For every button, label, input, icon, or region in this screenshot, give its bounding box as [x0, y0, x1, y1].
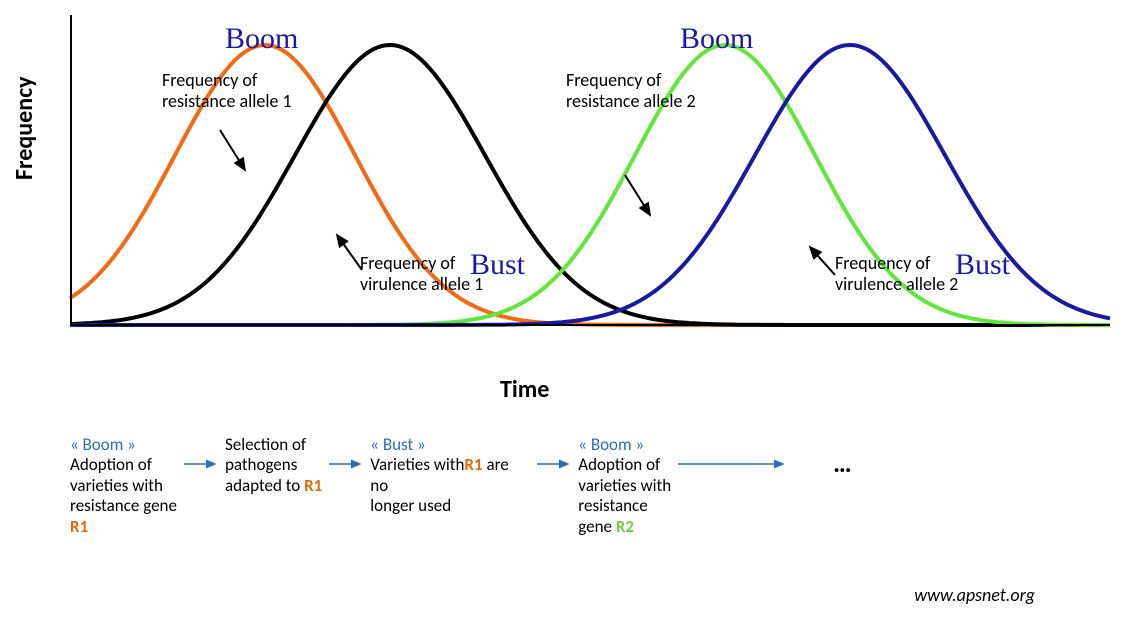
annotation-3: Frequency ofvirulence allele 2: [835, 253, 958, 294]
bust-label-1: Bust: [955, 248, 1010, 282]
flow-step-line: pathogens: [225, 454, 297, 475]
annot-line1: Frequency of: [835, 252, 930, 274]
annot-arrow-2: [625, 175, 650, 215]
annot-line1: Frequency of: [566, 69, 661, 91]
flow-step-line: varieties with: [70, 475, 163, 496]
flow-arrow-icon: [536, 457, 572, 471]
flow-step-line: resistance: [578, 495, 647, 516]
flow-step-line: varieties with: [578, 475, 671, 496]
annotation-2: Frequency ofresistance allele 2: [566, 70, 696, 111]
flow-step-title: « Bust »: [370, 434, 425, 455]
gene-label: R1: [70, 516, 88, 537]
annot-line2: resistance allele 1: [162, 90, 292, 112]
y-axis-label: Frequency: [10, 77, 39, 181]
gene-label: R2: [616, 516, 634, 537]
flow-row: « Boom »Adoption ofvarieties withresista…: [70, 435, 1070, 537]
gene-label: R1: [464, 454, 482, 475]
boom-label-1: Boom: [680, 22, 753, 56]
annot-arrow-0: [220, 130, 245, 170]
flow-step-1: Selection ofpathogensadapted to R1: [225, 435, 322, 496]
flow-step-line: adapted to: [225, 475, 304, 496]
flow-step-line: Adoption of: [70, 454, 152, 475]
flow-ellipsis: …: [833, 447, 852, 479]
flow-arrow-icon: [677, 457, 787, 471]
annotation-0: Frequency ofresistance allele 1: [162, 70, 292, 111]
flow-arrow: [677, 457, 787, 476]
x-axis-label: Time: [500, 375, 549, 404]
flow-arrow: [183, 457, 219, 476]
annotation-1: Frequency ofvirulence allele 1: [360, 253, 483, 294]
flow-step-line: Selection of: [225, 434, 306, 455]
flow-step-line: longer used: [370, 495, 451, 516]
boom-label-0: Boom: [225, 22, 298, 56]
flow-step-2: « Bust »Varieties withR1 are nolonger us…: [370, 435, 530, 517]
annot-line1: Frequency of: [360, 252, 455, 274]
flow-step-3: « Boom »Adoption ofvarieties withresista…: [578, 435, 671, 537]
credit: www.apsnet.org: [914, 584, 1035, 606]
flow-arrow-icon: [328, 457, 364, 471]
annot-line1: Frequency of: [162, 69, 257, 91]
flow-step-line: Varieties with: [370, 454, 464, 475]
annot-line2: virulence allele 2: [835, 273, 958, 295]
annot-arrow-3: [810, 247, 835, 275]
flow-step-line: resistance gene: [70, 495, 177, 516]
flow-step-line: Adoption of: [578, 454, 660, 475]
annot-line2: resistance allele 2: [566, 90, 696, 112]
flow-arrow: [328, 457, 364, 476]
flow-arrow-icon: [183, 457, 219, 471]
annot-arrow-1: [337, 235, 362, 270]
flow-step-0: « Boom »Adoption ofvarieties withresista…: [70, 435, 177, 537]
flow-step-title: « Boom »: [70, 434, 136, 455]
annot-line2: virulence allele 1: [360, 273, 483, 295]
flow-step-line: gene: [578, 516, 616, 537]
flow-arrow: [536, 457, 572, 476]
gene-label: R1: [304, 475, 322, 496]
flow-step-title: « Boom »: [578, 434, 644, 455]
